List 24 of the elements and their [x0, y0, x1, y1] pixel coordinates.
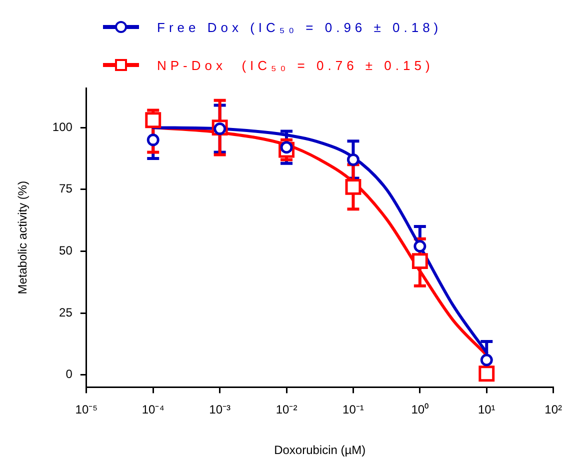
point [346, 153, 360, 166]
y-tick-label: 100 [52, 120, 73, 134]
x-tick-label: 10⁻⁵ [75, 402, 98, 417]
x-tick-label: 10⁻² [276, 402, 298, 417]
y-tick-label: 75 [59, 182, 73, 196]
y-tick-label: 0 [66, 367, 73, 382]
x-tick-label: 10⁻⁴ [142, 402, 164, 417]
point [412, 253, 428, 270]
point [345, 178, 362, 195]
point [146, 134, 160, 146]
x-tick-label: 10¹ [478, 402, 496, 417]
y-axis-title: Metabolic activity (%) [16, 180, 30, 294]
x-tick-label: 10² [544, 402, 562, 417]
y-tick-label: 50 [59, 244, 73, 258]
x-tick-label: 10⁻³ [209, 402, 230, 417]
legend-label: NP-Dox (IC₅₀ = 0.76 ± 0.15) [157, 58, 434, 72]
x-tick-label: 10⁰ [411, 402, 429, 417]
x-axis-title: Doxorubicin (µM) [274, 443, 366, 458]
point [145, 112, 162, 128]
point [480, 354, 493, 366]
y-tick-label: 25 [59, 305, 73, 320]
legend-label: Free Dox (IC₅₀ = 0.96 ± 0.18) [157, 20, 442, 34]
point [414, 240, 426, 253]
x-tick-label: 10⁻¹ [342, 402, 364, 417]
